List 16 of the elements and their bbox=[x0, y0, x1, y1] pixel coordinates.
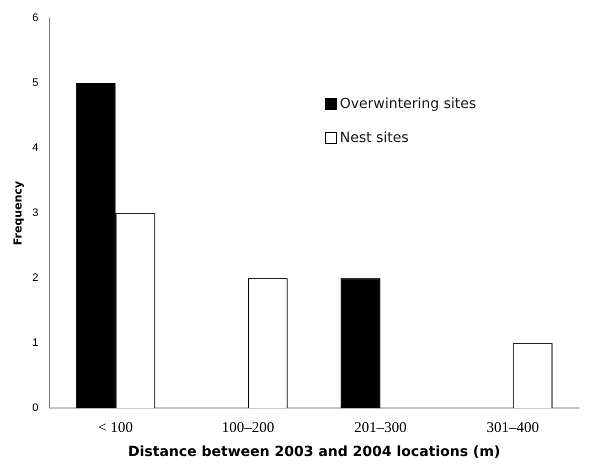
y-tick-label: 2 bbox=[32, 272, 38, 284]
x-tick-label: 201–300 bbox=[354, 420, 407, 436]
x-tick-label: 301–400 bbox=[486, 420, 540, 436]
y-tick-label: 0 bbox=[32, 402, 38, 414]
bar bbox=[340, 278, 380, 408]
x-axis-title: Distance between 2003 and 2004 locations (m) bbox=[128, 444, 500, 460]
x-tick-label: 100–200 bbox=[222, 420, 274, 436]
legend-label: Overwintering sites bbox=[340, 96, 476, 112]
legend-label: Nest sites bbox=[340, 130, 409, 146]
y-tick-label: 3 bbox=[32, 207, 38, 220]
y-axis-title: Frequency bbox=[11, 180, 24, 246]
y-tick-label: 6 bbox=[32, 12, 38, 24]
y-tick-label: 1 bbox=[32, 337, 38, 350]
x-tick-label: < 100 bbox=[98, 420, 133, 436]
y-tick-label: 5 bbox=[32, 77, 38, 90]
y-tick-label: 4 bbox=[32, 142, 38, 154]
